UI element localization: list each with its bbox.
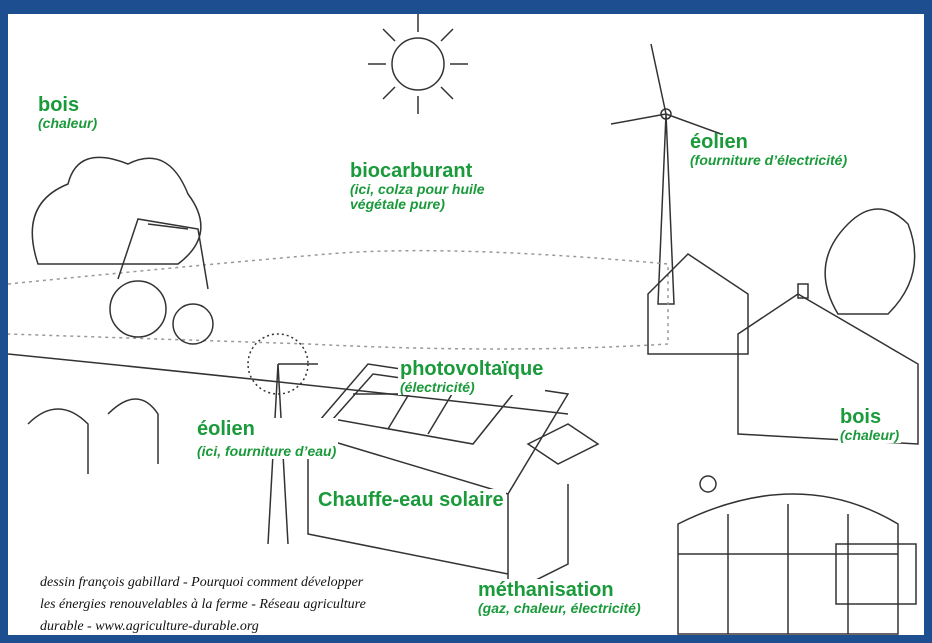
credit-line: durable - www.agriculture-durable.org (40, 616, 366, 635)
label-title: bois (38, 94, 97, 116)
label: photovoltaïque(électricité) (398, 358, 545, 395)
solar-barn (308, 364, 598, 594)
drawing (8, 14, 924, 635)
label-subtitle: (ici, fourniture d’eau) (197, 444, 336, 459)
field (8, 251, 668, 349)
label-title: biocarburant (350, 160, 485, 182)
label-subtitle: (chaleur) (38, 116, 97, 131)
label-subtitle: (électricité) (400, 380, 543, 395)
label: méthanisation(gaz, chaleur, électricité) (476, 579, 643, 616)
label-subtitle: (ici, colza pour huile (350, 182, 485, 197)
label: Chauffe-eau solaire (316, 489, 506, 511)
tractor (110, 219, 213, 344)
page: bois(chaleur) biocarburant(ici, colza po… (0, 0, 932, 643)
label: bois(chaleur) (38, 94, 97, 131)
label: bois(chaleur) (838, 406, 901, 443)
label-subtitle: (fourniture d’électricité) (690, 153, 847, 168)
sun (368, 14, 468, 114)
cows (28, 399, 158, 474)
label-subtitle: (gaz, chaleur, électricité) (478, 601, 641, 616)
label-title: méthanisation (478, 579, 641, 601)
label-title: bois (840, 406, 899, 428)
label-title: photovoltaïque (400, 358, 543, 380)
label: éolien (ici, fourniture d’eau) (195, 418, 338, 459)
biogas-dome (678, 476, 916, 634)
label-title: éolien (690, 131, 847, 153)
label: éolien(fourniture d’électricité) (690, 131, 847, 168)
credit-line: les énergies renouvelables à la ferme - … (40, 594, 366, 616)
label-subtitle: végétale pure) (350, 197, 485, 212)
label-title: Chauffe-eau solaire (318, 489, 504, 511)
illustration: bois(chaleur) biocarburant(ici, colza po… (8, 14, 924, 635)
frame: bois(chaleur) biocarburant(ici, colza po… (0, 0, 932, 643)
label-subtitle: (chaleur) (840, 428, 899, 443)
credit: dessin françois gabillard - Pourquoi com… (40, 572, 366, 635)
label-title: éolien (197, 418, 336, 440)
credit-line: dessin françois gabillard - Pourquoi com… (40, 572, 366, 594)
